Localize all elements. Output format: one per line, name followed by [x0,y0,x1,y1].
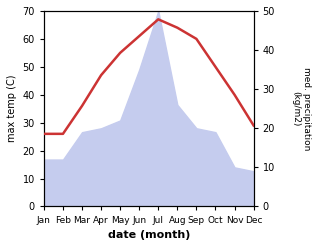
X-axis label: date (month): date (month) [107,230,190,240]
Y-axis label: med. precipitation
(kg/m2): med. precipitation (kg/m2) [292,67,311,150]
Y-axis label: max temp (C): max temp (C) [7,75,17,143]
